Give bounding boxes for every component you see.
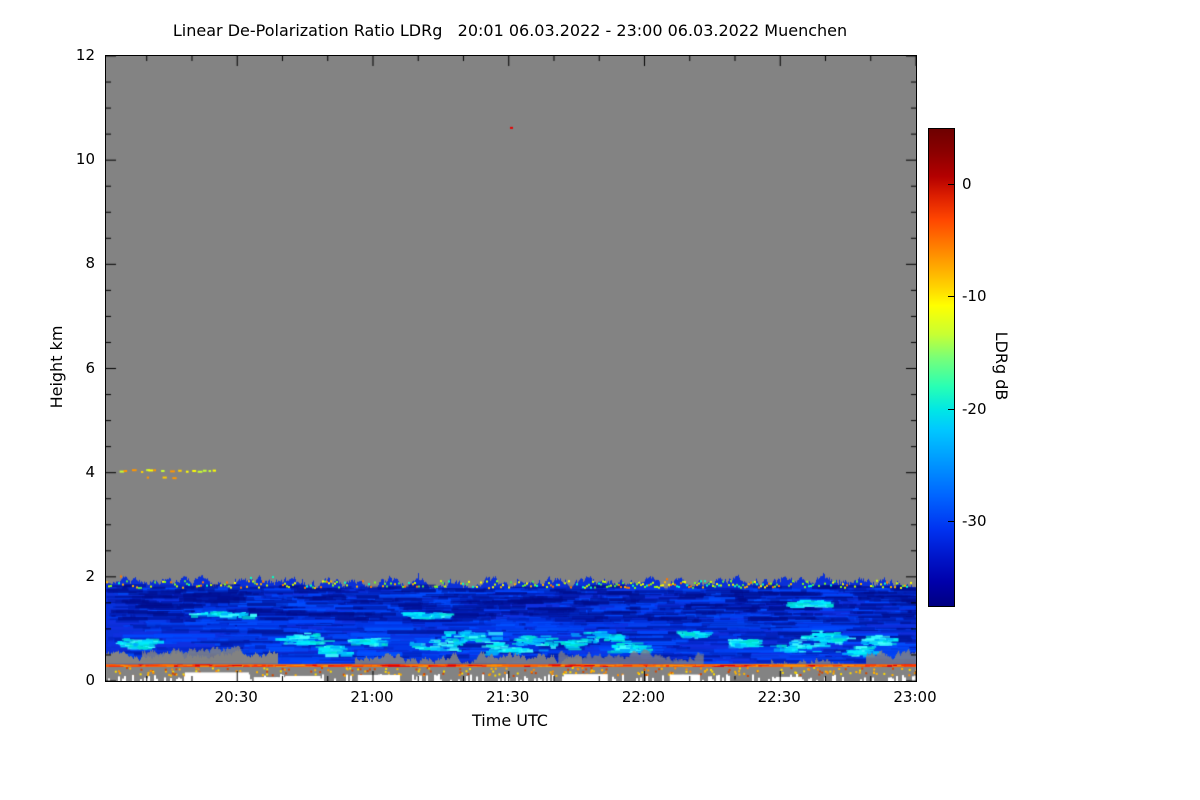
y-tick-label: 12 xyxy=(75,46,95,64)
colorbar-tick-label: -30 xyxy=(962,511,987,530)
x-tick-label: 22:00 xyxy=(621,688,666,706)
colorbar-label: LDRg dB xyxy=(992,331,1011,401)
x-tick-label: 23:00 xyxy=(893,688,937,706)
y-tick-label: 8 xyxy=(85,254,95,273)
x-tick-label: 20:30 xyxy=(214,688,258,706)
plot-area xyxy=(105,55,917,682)
colorbar-tick-mark xyxy=(948,408,954,410)
x-tick-label: 22:30 xyxy=(757,688,801,706)
colorbar-tick-mark xyxy=(948,184,954,186)
y-tick-label: 6 xyxy=(85,358,95,377)
colorbar-tick-label: -10 xyxy=(962,287,987,306)
x-tick-label: 21:00 xyxy=(350,688,394,706)
x-axis-label: Time UTC xyxy=(472,711,548,730)
chart-title: Linear De-Polarization Ratio LDRg 20:01 … xyxy=(172,21,848,40)
colorbar-tick-mark xyxy=(948,296,954,298)
y-tick-label: 4 xyxy=(85,462,95,481)
colorbar xyxy=(928,128,955,607)
colorbar-tick-label: 0 xyxy=(962,175,972,194)
x-tick-label: 21:30 xyxy=(486,688,530,706)
y-tick-label: 2 xyxy=(85,566,95,585)
colorbar-tick-mark xyxy=(948,520,954,522)
y-tick-label: 10 xyxy=(75,150,95,169)
y-tick-label: 0 xyxy=(85,671,95,689)
colorbar-tick-label: -20 xyxy=(962,399,987,418)
heatmap-canvas xyxy=(106,56,916,681)
